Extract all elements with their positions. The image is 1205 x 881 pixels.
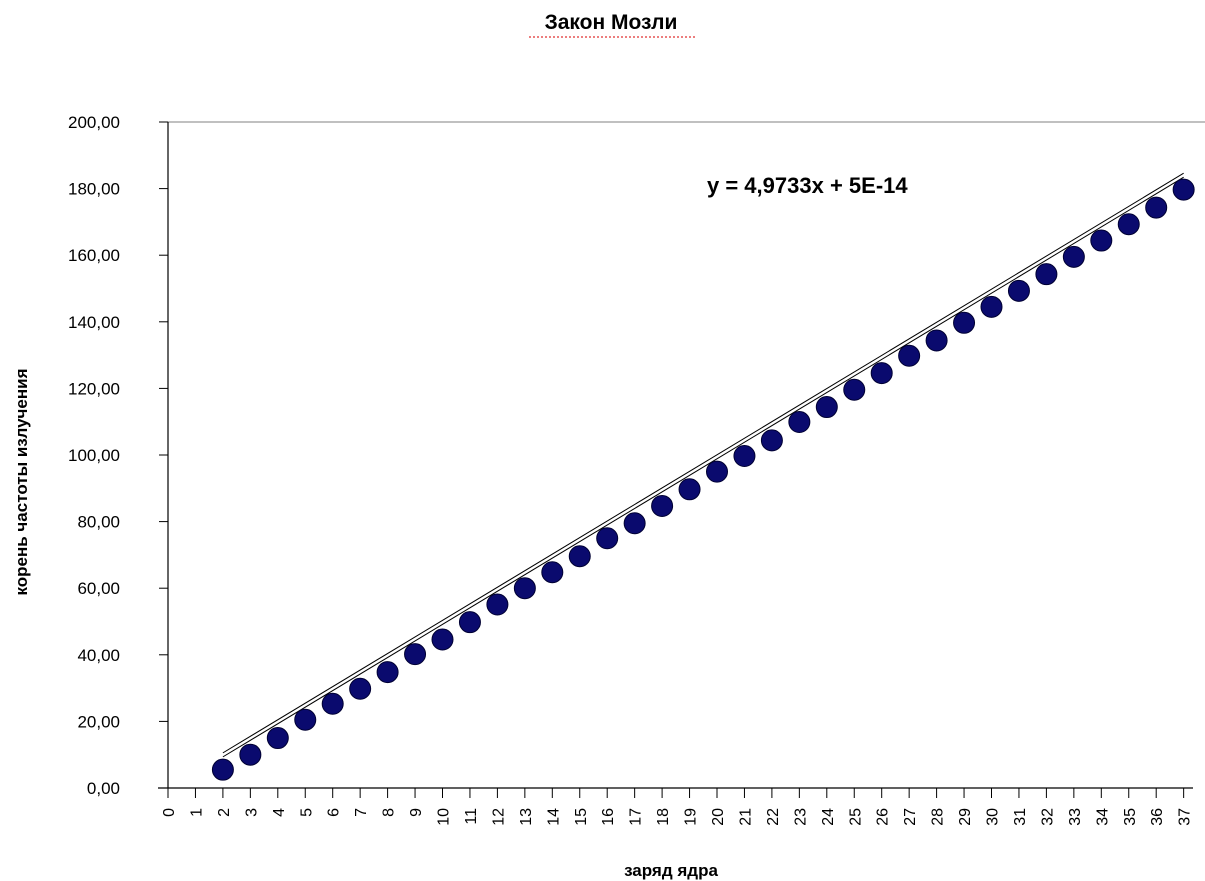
x-axis: 0 1 2 3 4 5 6 7 8 9 10 11 12 13 14 15 16 17 18 19 20 21 22 23 24… [158,787,1205,826]
y-tick-label: 100,00 [68,446,120,465]
x-tick-label: 32 [1039,808,1056,826]
trendline-equation: y = 4,9733x + 5E-14 [707,173,908,198]
data-point [486,593,509,616]
trendline-lower [222,176,1184,758]
trendline-upper [222,172,1184,754]
y-tick-label: 60,00 [77,579,120,598]
x-tick-label: 35 [1122,808,1139,826]
x-tick-label: 1 [188,808,205,817]
data-point [760,429,783,452]
x-tick-label: 0 [161,808,178,817]
data-point [953,311,976,334]
data-point [211,758,234,781]
data-point [678,478,701,501]
data-points [211,178,1195,781]
data-point [1090,229,1113,252]
y-tick-label: 200,00 [68,113,120,132]
data-point [788,411,811,434]
data-point [623,512,646,535]
data-point [733,444,756,467]
y-tick-label: 0,00 [87,779,120,798]
data-point [404,643,427,666]
x-tick-label: 31 [1012,808,1029,826]
x-tick-label: 22 [765,808,782,826]
y-axis-label: корень частоты излучения [12,368,31,595]
x-tick-label: 5 [298,808,315,817]
x-tick-label: 7 [353,808,370,817]
data-point [815,396,838,419]
x-tick-label: 6 [326,808,343,817]
data-point [898,344,921,367]
x-tick-label: 17 [628,808,645,826]
x-tick-label: 33 [1067,808,1084,826]
data-point [706,460,728,483]
data-point [431,628,454,651]
x-tick-label: 15 [573,808,590,826]
x-tick-label: 13 [518,808,535,826]
x-tick-label: 20 [710,808,727,826]
x-tick-label: 36 [1149,808,1166,826]
x-tick-label: 2 [216,808,233,817]
x-tick-label: 18 [655,808,672,826]
data-point [651,494,674,517]
x-tick-label: 4 [271,808,288,817]
x-tick-label: 29 [957,808,974,826]
x-tick-label: 25 [847,808,864,826]
x-tick-label: 11 [463,808,480,825]
data-point [980,295,1003,318]
y-tick-label: 20,00 [77,712,120,731]
x-tick-label: 8 [381,808,398,817]
x-tick-label: 3 [243,808,260,817]
data-point [843,378,866,401]
x-tick-label: 21 [737,808,754,826]
y-tick-label: 140,00 [68,313,120,332]
data-point [321,692,344,715]
chart-title: Закон Мозли [545,11,678,34]
x-tick-label: 27 [902,808,919,826]
data-point [376,661,399,684]
y-tick-label: 180,00 [68,180,120,199]
data-point [349,677,372,700]
data-point [541,561,564,584]
data-point [1062,245,1085,268]
data-point [925,329,948,352]
data-point [870,362,893,385]
data-point [596,527,619,550]
x-tick-label: 12 [490,808,507,826]
data-point [568,545,591,568]
x-tick-label: 30 [985,808,1002,826]
x-tick-label: 10 [436,808,453,826]
x-tick-label: 34 [1094,808,1111,826]
x-tick-label: 19 [683,808,700,826]
data-point [1117,213,1140,236]
y-tick-label: 160,00 [68,246,120,265]
data-point [239,743,262,766]
data-point [1172,178,1195,201]
data-point [1007,279,1030,302]
y-tick-label: 120,00 [68,379,120,398]
data-point [1145,196,1168,219]
y-tick-label: 80,00 [77,513,120,532]
x-tick-label: 28 [930,808,947,826]
x-tick-label: 9 [408,808,425,817]
y-tick-label: 40,00 [77,646,120,665]
y-axis: 0,00 20,00 40,00 60,00 80,00 100,00 120,00 140,… [68,113,169,798]
data-point [1035,263,1058,286]
trendline [222,172,1184,758]
data-point [294,708,317,731]
x-tick-label: 24 [820,808,837,826]
data-point [458,611,481,634]
x-tick-label: 16 [600,808,617,826]
x-tick-label: 14 [545,808,562,826]
data-point [266,727,289,750]
x-axis-label: заряд ядра [624,861,718,880]
data-point [513,577,536,600]
x-tick-label: 37 [1177,808,1194,826]
x-tick-label: 23 [792,808,809,826]
x-tick-label: 26 [875,808,892,826]
